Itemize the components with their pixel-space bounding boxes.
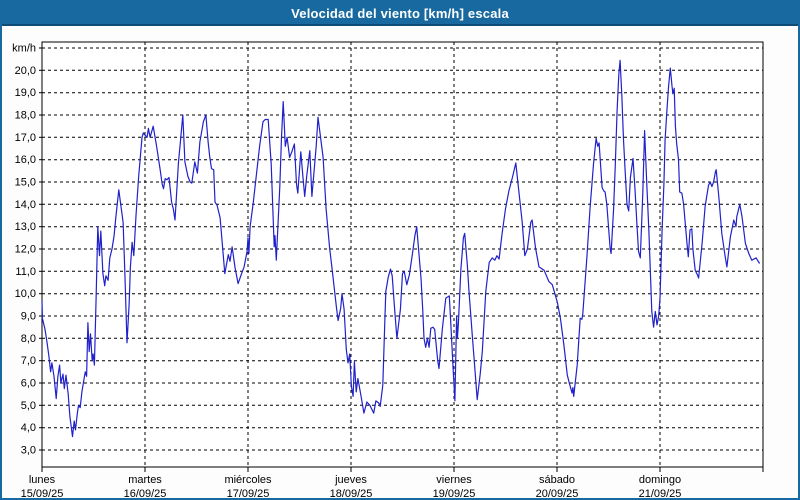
y-tick-label: 20,0 xyxy=(15,65,36,77)
x-day-label: domingo xyxy=(639,474,681,486)
y-tick-label: 17,0 xyxy=(15,132,36,144)
y-tick-label: 16,0 xyxy=(15,154,36,166)
y-tick-label: 14,0 xyxy=(15,199,36,211)
x-day-label: jueves xyxy=(334,474,367,486)
y-tick-label: 10,0 xyxy=(15,288,36,300)
plot-border xyxy=(41,41,764,468)
x-day-label: lunes xyxy=(29,474,56,486)
plot-area xyxy=(42,42,763,467)
x-day-label: viernes xyxy=(436,474,472,486)
y-tick-label: 19,0 xyxy=(15,87,36,99)
y-tick-label: 13,0 xyxy=(15,221,36,233)
wind-speed-line xyxy=(41,59,761,438)
y-tick-label: 11,0 xyxy=(15,266,36,278)
x-day-label: miércoles xyxy=(224,474,272,486)
y-tick-label: 7,0 xyxy=(21,355,36,367)
y-tick-label: 9,0 xyxy=(21,311,36,323)
y-tick-label: 18,0 xyxy=(15,110,36,122)
x-date-label: 17/09/25 xyxy=(227,488,270,500)
y-tick-label: 4,0 xyxy=(21,422,36,434)
x-date-label: 18/09/25 xyxy=(330,488,373,500)
unit-label: km/h xyxy=(12,43,36,55)
x-date-label: 21/09/25 xyxy=(639,488,682,500)
x-date-label: 15/09/25 xyxy=(21,488,64,500)
x-date-label: 19/09/25 xyxy=(433,488,476,500)
y-tick-label: 5,0 xyxy=(21,400,36,412)
x-day-label: martes xyxy=(128,474,162,486)
page-title: Velocidad del viento [km/h] escala xyxy=(291,5,509,21)
y-tick-label: 15,0 xyxy=(15,177,36,189)
y-tick-label: 6,0 xyxy=(21,378,36,390)
x-date-label: 20/09/25 xyxy=(536,488,579,500)
x-date-label: 16/09/25 xyxy=(124,488,167,500)
title-bar: Velocidad del viento [km/h] escala xyxy=(2,2,798,26)
y-tick-label: 3,0 xyxy=(21,445,36,457)
x-day-label: sábado xyxy=(539,474,575,486)
y-tick-label: 12,0 xyxy=(15,244,36,256)
y-tick-label: 8,0 xyxy=(21,333,36,345)
